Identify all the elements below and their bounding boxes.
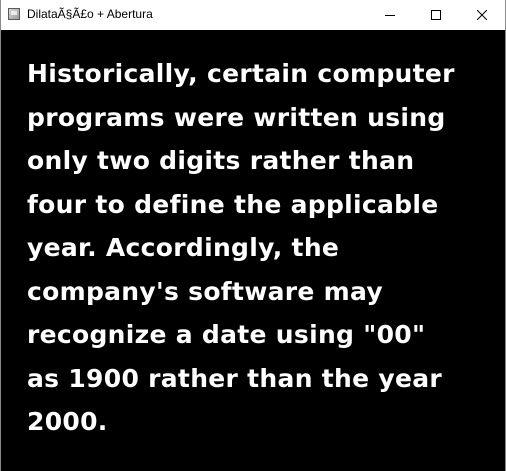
- window-title: DilataÃ§Ã£o + Abertura: [27, 7, 153, 21]
- text-line: programs were written using: [27, 102, 446, 132]
- close-icon: [477, 10, 487, 20]
- text-line: only two digits rather than: [27, 146, 415, 175]
- minimize-button[interactable]: [367, 0, 413, 30]
- image-canvas: Historically, certain computer programs …: [1, 30, 505, 471]
- window-app-icon[interactable]: [8, 8, 20, 20]
- rendered-text-block: Historically, certain computer programs …: [27, 52, 497, 444]
- text-line: as 1900 rather than the year: [27, 363, 443, 393]
- text-line: 2000.: [27, 407, 108, 436]
- text-line: four to define the applicable: [27, 189, 439, 219]
- window-controls: [367, 0, 505, 30]
- text-line: recognize a date using "00": [27, 320, 426, 349]
- title-bar[interactable]: DilataÃ§Ã£o + Abertura: [1, 0, 505, 30]
- minimize-icon: [385, 15, 395, 16]
- close-button[interactable]: [459, 0, 505, 30]
- text-line: company's software may: [27, 276, 384, 306]
- maximize-icon: [431, 10, 441, 20]
- maximize-button[interactable]: [413, 0, 459, 30]
- text-line: year. Accordingly, the: [27, 233, 340, 262]
- text-line: Historically, certain computer: [27, 59, 455, 88]
